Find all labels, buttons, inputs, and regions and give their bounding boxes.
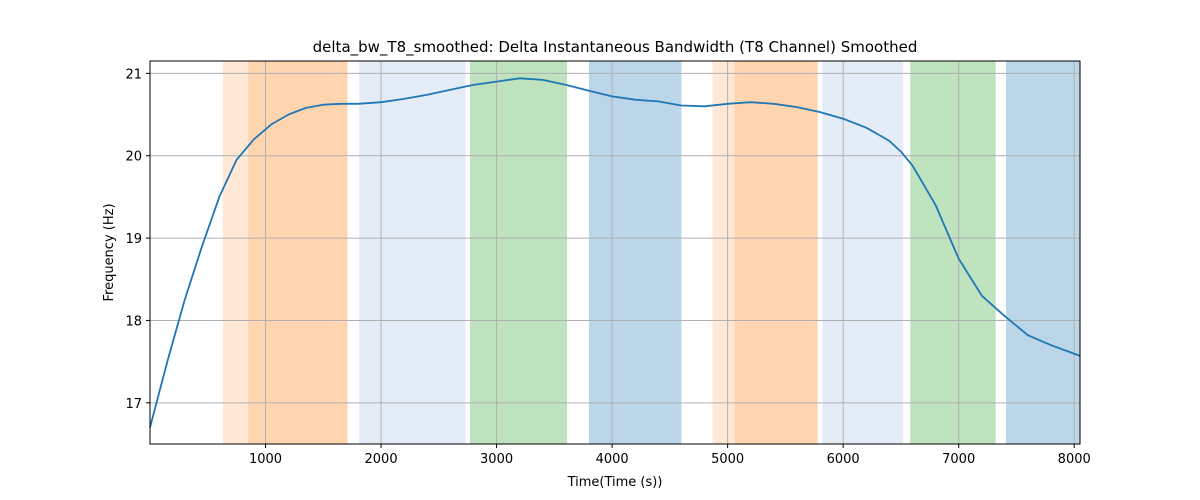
y-tick-label: 17: [125, 397, 142, 412]
x-tick-label: 8000: [1058, 452, 1091, 467]
y-axis-label: Frequency (Hz): [102, 203, 117, 301]
series-line: [149, 77, 1081, 428]
highlight-band: [734, 61, 818, 444]
x-tick-label: 2000: [365, 452, 398, 467]
highlight-band: [589, 61, 682, 444]
highlight-band: [359, 61, 466, 444]
x-tick-label: 7000: [942, 452, 975, 467]
x-tick-label: 6000: [827, 452, 860, 467]
highlight-band: [470, 61, 568, 444]
x-tick-label: 3000: [480, 452, 513, 467]
highlight-band: [222, 61, 249, 444]
highlight-bands: [222, 61, 1080, 444]
highlight-band: [712, 61, 735, 444]
highlight-band: [248, 61, 348, 444]
plot-area-frame: [149, 60, 1081, 445]
chart-title: delta_bw_T8_smoothed: Delta Instantaneou…: [313, 38, 918, 57]
y-tick-label: 20: [125, 150, 142, 165]
gridlines: [150, 61, 1080, 444]
x-tick-label: 1000: [249, 452, 282, 467]
x-axis-label: Time(Time (s)): [567, 475, 663, 490]
highlight-band: [1006, 61, 1080, 444]
axis-ticks: 1000 2000 3000 4000 5000 6000 7000 8000 17 18 19 20…: [125, 67, 1090, 467]
y-tick-label: 18: [125, 314, 142, 329]
y-tick-label: 21: [125, 67, 142, 82]
highlight-band: [910, 61, 996, 444]
highlight-band: [822, 61, 904, 444]
x-tick-label: 5000: [711, 452, 744, 467]
series-layer: [149, 77, 1081, 428]
y-tick-label: 19: [125, 232, 142, 247]
x-tick-label: 4000: [596, 452, 629, 467]
